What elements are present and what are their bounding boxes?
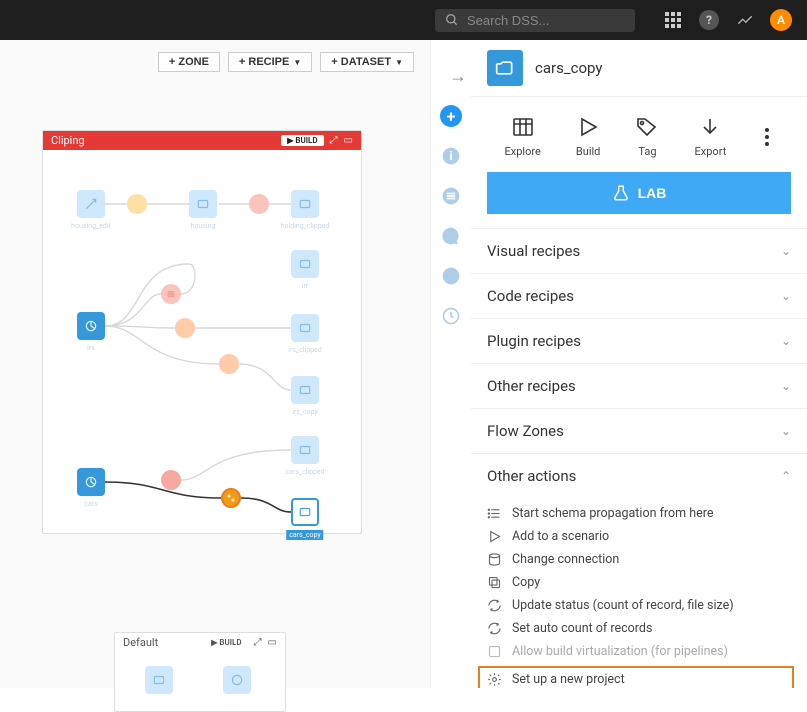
- svg-text:i: i: [449, 149, 452, 163]
- dataset-node[interactable]: [223, 666, 251, 694]
- collapse-icon[interactable]: ▭: [268, 637, 277, 648]
- flow-canvas[interactable]: + ZONE + RECIPE▼ + DATASET▼ Cliping ▶ BU…: [0, 40, 431, 688]
- acc-plugin-recipes[interactable]: Plugin recipes⌄: [471, 318, 807, 363]
- panel-header: cars_copy: [471, 40, 807, 97]
- recipe-node[interactable]: [127, 194, 147, 214]
- node-label: irs: [87, 344, 95, 352]
- node-label: holding_clipped: [281, 222, 330, 230]
- globe-icon[interactable]: [440, 265, 462, 287]
- chevron-down-icon: ⌄: [781, 289, 791, 303]
- node-label: cars_clipped: [285, 468, 324, 476]
- recipe-button[interactable]: + RECIPE▼: [228, 52, 312, 72]
- action-build-virtualization: Allow build virtualization (for pipeline…: [487, 640, 791, 663]
- recipe-node-python[interactable]: [221, 488, 241, 508]
- add-icon[interactable]: +: [440, 105, 462, 127]
- action-copy[interactable]: Copy: [487, 571, 791, 594]
- dataset-node[interactable]: [291, 436, 319, 464]
- expand-icon[interactable]: ⤢: [330, 135, 338, 146]
- export-action[interactable]: Export: [695, 115, 727, 158]
- collapse-panel-icon[interactable]: →: [441, 56, 461, 87]
- acc-visual-recipes[interactable]: Visual recipes⌄: [471, 228, 807, 273]
- dataset-node[interactable]: [291, 190, 319, 218]
- action-auto-count[interactable]: Set auto count of records: [487, 617, 791, 640]
- flow-toolbar: + ZONE + RECIPE▼ + DATASET▼: [0, 40, 430, 80]
- more-icon[interactable]: [761, 124, 773, 150]
- info-icon[interactable]: i: [440, 145, 462, 167]
- activity-icon[interactable]: [731, 6, 759, 34]
- node-label: irs_copy: [292, 408, 318, 416]
- search-icon: [445, 13, 459, 27]
- avatar[interactable]: A: [767, 6, 795, 34]
- action-schema-propagation[interactable]: Start schema propagation from here: [487, 502, 791, 525]
- acc-code-recipes[interactable]: Code recipes⌄: [471, 273, 807, 318]
- acc-flow-zones[interactable]: Flow Zones⌄: [471, 408, 807, 453]
- recipe-node[interactable]: [161, 284, 181, 304]
- search-box[interactable]: [435, 9, 635, 32]
- dataset-node[interactable]: [291, 376, 319, 404]
- recipe-node[interactable]: [249, 194, 269, 214]
- zone-header: Default ▶ BUILD ⤢ ▭: [115, 633, 285, 652]
- explore-action[interactable]: Explore: [505, 115, 541, 158]
- zone-header: Cliping ▶ BUILD ⤢ ▭: [43, 131, 361, 150]
- chevron-down-icon: ⌄: [781, 379, 791, 393]
- icon-rail: → + i: [431, 40, 471, 688]
- dataset-node[interactable]: [291, 250, 319, 278]
- acc-other-actions: Other actions⌃ Start schema propagation …: [471, 453, 807, 688]
- dataset-button[interactable]: + DATASET▼: [320, 52, 414, 72]
- panel-actions: Explore Build Tag Export: [471, 97, 807, 172]
- node-label: irr: [302, 282, 308, 290]
- topbar: ? A: [0, 0, 807, 40]
- zone-cliping[interactable]: Cliping ▶ BUILD ⤢ ▭: [42, 130, 362, 534]
- zone-title: Default: [123, 636, 158, 649]
- dataset-node[interactable]: [77, 312, 105, 340]
- node-label-selected: cars_copy: [286, 530, 323, 540]
- right-panel: cars_copy Explore Build Tag Export: [471, 40, 807, 688]
- node-label: housing_edit: [71, 222, 111, 230]
- clock-icon[interactable]: [440, 305, 462, 327]
- dataset-node[interactable]: [189, 190, 217, 218]
- zone-button[interactable]: + ZONE: [158, 52, 220, 72]
- node-label: housing: [191, 222, 216, 230]
- action-setup-project[interactable]: Set up a new project: [481, 669, 791, 688]
- lab-button[interactable]: LAB: [487, 172, 791, 214]
- list-icon[interactable]: [440, 185, 462, 207]
- node-label: cars: [84, 500, 97, 508]
- recipe-node[interactable]: [161, 470, 181, 490]
- dataset-node[interactable]: [145, 666, 173, 694]
- recipe-node[interactable]: [175, 318, 195, 338]
- recipe-node[interactable]: [219, 354, 239, 374]
- acc-other-recipes[interactable]: Other recipes⌄: [471, 363, 807, 408]
- action-change-connection[interactable]: Change connection: [487, 548, 791, 571]
- acc-other-actions-header[interactable]: Other actions⌃: [471, 454, 807, 498]
- collapse-icon[interactable]: ▭: [344, 135, 353, 146]
- dataset-node[interactable]: [77, 190, 105, 218]
- panel-title: cars_copy: [535, 59, 602, 77]
- tag-action[interactable]: Tag: [635, 115, 659, 158]
- expand-icon[interactable]: ⤢: [254, 637, 262, 648]
- search-input[interactable]: [467, 13, 625, 28]
- zone-build-btn[interactable]: ▶ BUILD: [281, 135, 323, 146]
- dataset-node-selected[interactable]: [291, 498, 319, 526]
- node-label: irs_clipped: [288, 346, 321, 354]
- dataset-icon: [487, 50, 523, 86]
- zone-build-btn[interactable]: ▶ BUILD: [205, 637, 247, 648]
- build-action[interactable]: Build: [576, 115, 600, 158]
- dataset-node[interactable]: [77, 468, 105, 496]
- help-icon[interactable]: ?: [695, 6, 723, 34]
- apps-icon[interactable]: [659, 6, 687, 34]
- chevron-down-icon: ⌄: [781, 424, 791, 438]
- action-update-status[interactable]: Update status (count of record, file siz…: [487, 594, 791, 617]
- action-add-scenario[interactable]: Add to a scenario: [487, 525, 791, 548]
- chevron-down-icon: ⌄: [781, 244, 791, 258]
- zone-title: Cliping: [51, 134, 85, 147]
- zone-default[interactable]: Default ▶ BUILD ⤢ ▭: [114, 632, 286, 712]
- chevron-up-icon: ⌃: [781, 469, 791, 483]
- chevron-down-icon: ⌄: [781, 334, 791, 348]
- chat-icon[interactable]: [440, 225, 462, 247]
- dataset-node[interactable]: [291, 314, 319, 342]
